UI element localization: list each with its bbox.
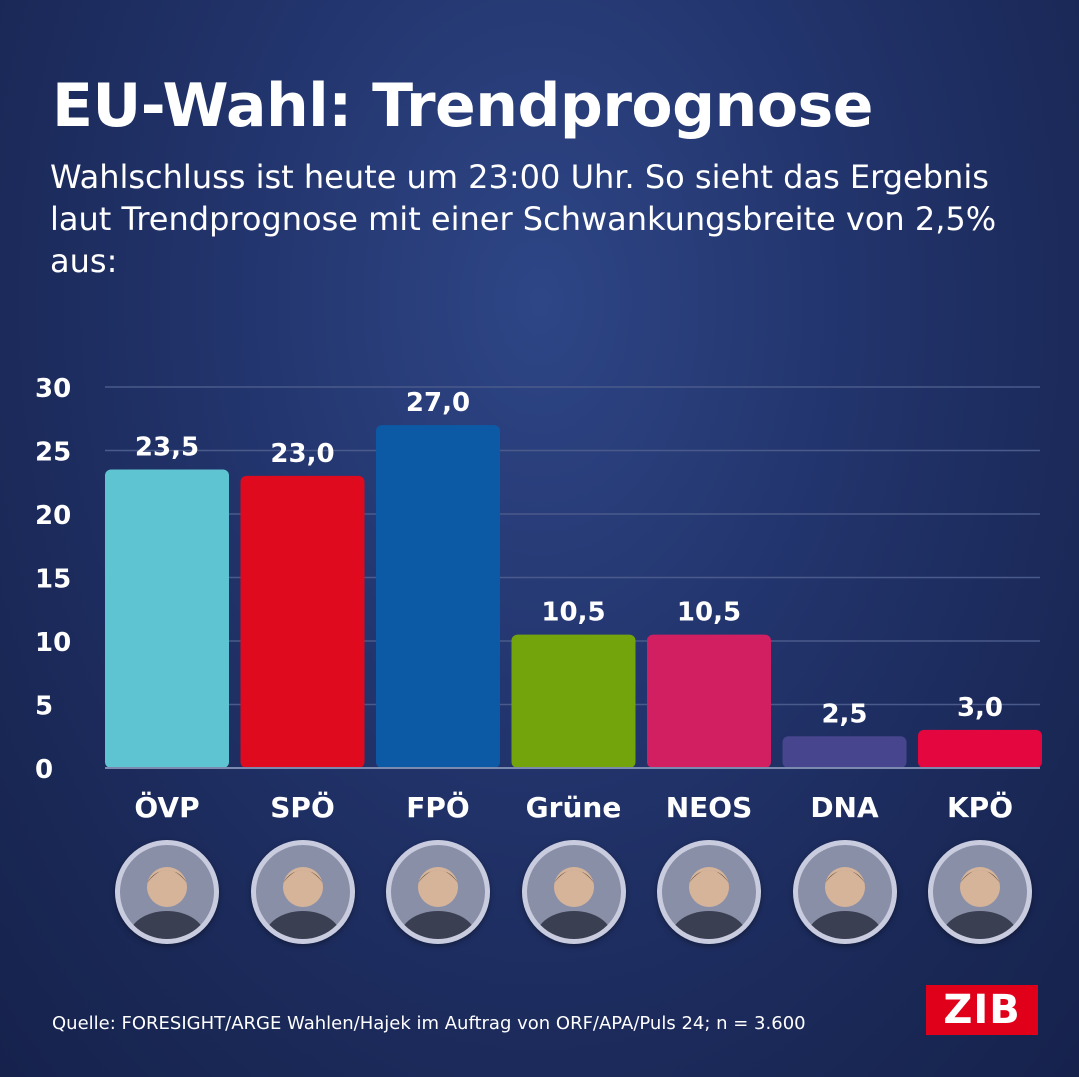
person-icon	[933, 845, 1027, 939]
bar-övp	[105, 469, 229, 768]
bar-spö	[240, 475, 365, 768]
avatar-spö	[250, 840, 355, 944]
data-label: 2,5	[821, 699, 867, 729]
zib-logo: ZIB	[926, 985, 1038, 1035]
category-label: SPÖ	[270, 790, 335, 824]
y-tick-label: 30	[35, 374, 71, 404]
category-label: FPÖ	[406, 790, 469, 824]
data-label: 23,0	[270, 439, 334, 469]
category-label: NEOS	[666, 791, 753, 824]
chart-title: EU-Wahl: Trendprognose	[52, 71, 873, 141]
bar-grüne	[511, 634, 636, 768]
avatar-neos	[657, 840, 761, 944]
bar-kpö	[918, 729, 1042, 768]
y-tick-label: 20	[35, 501, 71, 531]
person-icon	[526, 845, 621, 939]
person-icon	[391, 845, 485, 939]
category-label: ÖVP	[134, 790, 199, 824]
data-label: 23,5	[135, 433, 199, 463]
y-tick-label: 5	[35, 692, 53, 722]
avatar-övp	[115, 840, 219, 944]
person-icon	[120, 845, 214, 939]
y-tick-label: 0	[35, 755, 53, 785]
data-label: 27,0	[406, 388, 470, 418]
data-label: 3,0	[957, 693, 1003, 723]
avatar-kpö	[928, 840, 1032, 944]
avatar-dna	[792, 840, 897, 944]
bar-chart: 0 5 10 15 20 25 30 23,5 ÖVP 23,0 SPÖ 27,0 FPÖ 10,5 Grü…	[35, 374, 1042, 824]
y-tick-label: 10	[35, 628, 71, 658]
source-note: Quelle: FORESIGHT/ARGE Wahlen/Hajek im A…	[52, 1013, 806, 1034]
chart-subtitle: Wahlschluss ist heute um 23:00 Uhr. So s…	[50, 158, 997, 280]
y-tick-label: 15	[35, 565, 71, 595]
category-label: DNA	[810, 791, 879, 824]
person-icon	[662, 845, 756, 939]
person-icon	[797, 845, 892, 939]
y-tick-label: 25	[35, 438, 71, 468]
avatar-grüne	[521, 840, 626, 944]
person-icon	[255, 845, 350, 939]
bar-neos	[647, 634, 771, 768]
bar-fpö	[376, 425, 500, 768]
data-label: 10,5	[677, 598, 741, 628]
bar-dna	[782, 736, 907, 768]
data-label: 10,5	[541, 598, 605, 628]
category-label: KPÖ	[947, 790, 1013, 824]
avatar-fpö	[386, 840, 490, 944]
category-label: Grüne	[526, 791, 622, 824]
